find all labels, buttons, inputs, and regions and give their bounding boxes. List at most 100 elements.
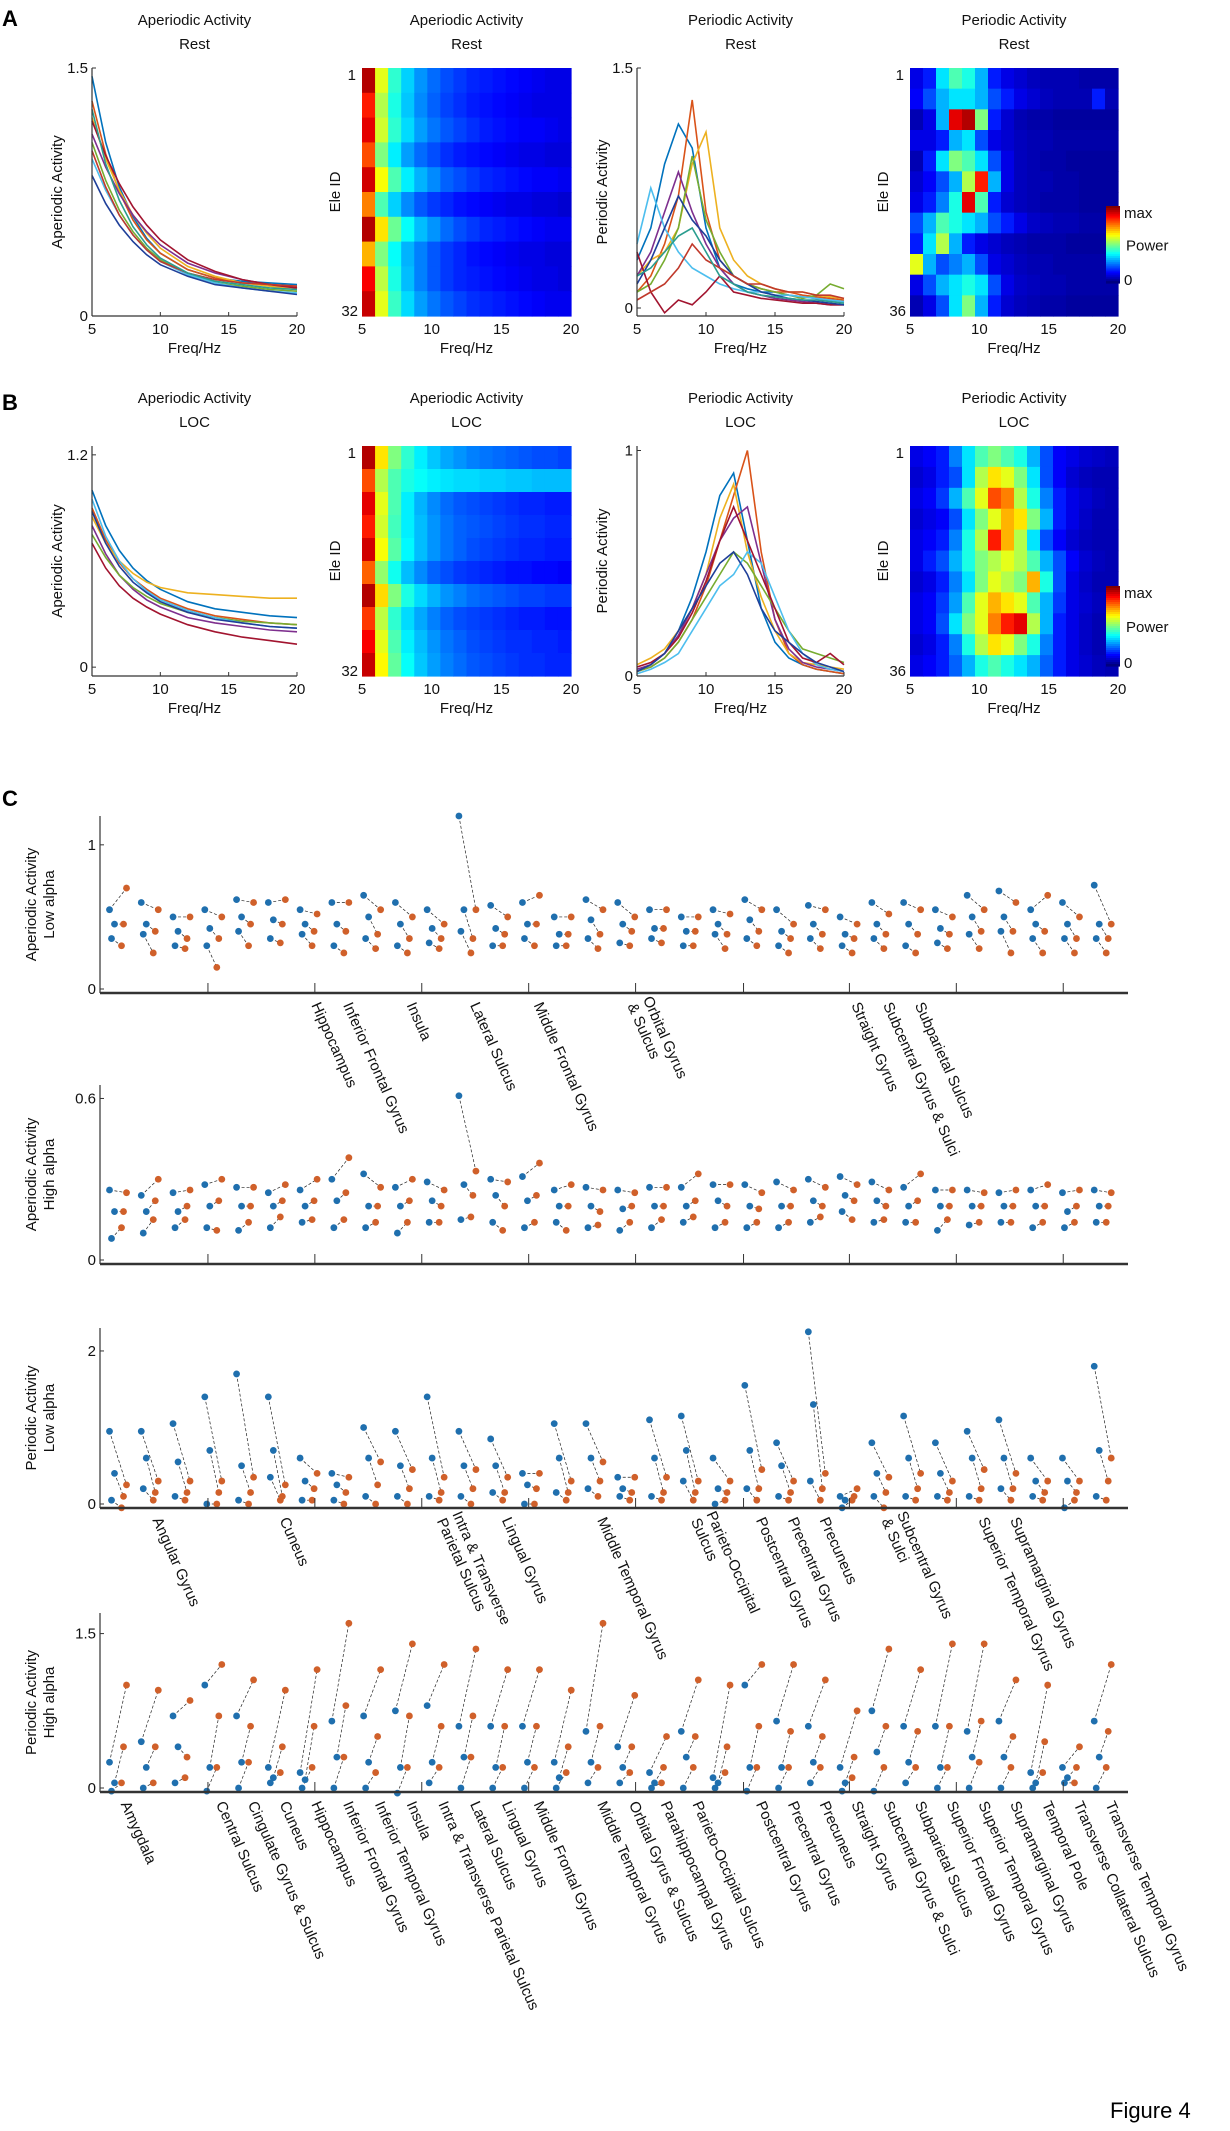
y-tick-label: 0: [80, 308, 88, 325]
heatmap-cell: [988, 171, 1002, 193]
pair-line: [172, 1423, 191, 1482]
orange-point: [247, 1489, 254, 1496]
x-axis-label: Freq/Hz: [168, 340, 221, 357]
orange-point: [816, 945, 824, 953]
colorbar-segment: [1106, 207, 1120, 211]
orange-point: [885, 1473, 893, 1481]
heatmap-cell: [557, 266, 572, 292]
orange-point: [1009, 1485, 1017, 1493]
orange-point: [215, 1489, 223, 1496]
heatmap-cell: [949, 655, 963, 677]
heatmap-cell: [492, 653, 507, 677]
pair-line: [490, 905, 508, 918]
heatmap-cell: [962, 550, 976, 573]
heatmap-cell: [1027, 130, 1041, 152]
orange-point: [596, 1477, 604, 1485]
heatmap-cell: [440, 117, 455, 143]
pair-line: [712, 1684, 731, 1778]
heatmap-cell: [362, 117, 376, 143]
pair-line: [204, 1664, 223, 1686]
blue-point: [301, 920, 309, 928]
orange-point: [276, 1496, 284, 1504]
heatmap-cell: [388, 630, 402, 654]
orange-point: [472, 1167, 480, 1175]
heatmap-cell: [479, 515, 494, 539]
heatmap-cell: [505, 241, 520, 267]
orange-point: [691, 927, 699, 935]
blue-point: [646, 906, 653, 914]
blue-point: [108, 935, 115, 942]
heatmap-cell: [518, 607, 533, 631]
colorbar-segment: [1106, 648, 1120, 651]
heatmap-cell: [1014, 68, 1028, 90]
orange-point: [536, 1666, 543, 1674]
blue-point: [233, 896, 240, 904]
blue-point: [489, 1489, 497, 1496]
pair-line: [426, 1664, 445, 1706]
orange-point: [531, 1764, 538, 1771]
colorbar-segment: [1106, 606, 1120, 609]
orange-point: [977, 1485, 985, 1493]
heatmap-cell: [453, 653, 468, 677]
blue-point: [582, 1727, 590, 1735]
heatmap-cell: [531, 241, 546, 267]
row-tick-label: 1: [896, 67, 904, 84]
heatmap-cell: [505, 630, 520, 654]
blue-point: [360, 891, 368, 899]
blue-point: [111, 1779, 118, 1787]
figure-label: Figure 4: [1110, 2098, 1191, 2123]
heatmap-cell: [505, 653, 520, 677]
orange-point: [183, 1753, 191, 1761]
colorbar-segment: [1106, 240, 1120, 244]
heatmap-cell: [1066, 550, 1080, 573]
blue-point: [709, 1181, 717, 1189]
heatmap-cell: [949, 171, 963, 193]
blue-point: [460, 1181, 468, 1189]
blue-point: [423, 1393, 431, 1401]
orange-point: [250, 1473, 257, 1481]
heatmap-cell: [479, 538, 494, 562]
heatmap-cell: [949, 571, 963, 593]
orange-point: [247, 1722, 254, 1730]
region-label-line: Lingual Gyrus: [498, 1515, 551, 1606]
y-axis-label: Aperiodic Activity: [49, 135, 66, 249]
heatmap-cell: [910, 508, 924, 531]
heatmap-cell: [557, 515, 572, 539]
heatmap-cell: [518, 68, 533, 94]
colorbar-segment: [1106, 213, 1120, 217]
y-tick-label: 0: [625, 300, 633, 317]
blue-point: [804, 1328, 812, 1336]
heatmap-cell: [910, 109, 924, 131]
pair-line: [749, 1450, 760, 1489]
heatmap-cell: [401, 607, 415, 631]
pair-line: [270, 1477, 281, 1501]
heatmap-cell: [427, 607, 441, 631]
heatmap-cell: [505, 469, 520, 493]
colorbar-segment: [1106, 658, 1120, 661]
orange-point: [1044, 891, 1052, 899]
orange-point: [912, 1218, 920, 1226]
blue-point: [809, 1401, 817, 1408]
heatmap-cell: [1040, 109, 1054, 131]
region-label-line: Middle Temporal Gyrus: [593, 1515, 671, 1663]
heatmap-cell: [453, 584, 468, 608]
blue-point: [266, 1779, 274, 1787]
orange-point: [215, 1197, 223, 1205]
pair-line: [971, 1457, 982, 1489]
heatmap-cell: [1079, 466, 1093, 489]
x-tick-label: 10: [423, 681, 440, 698]
blue-point: [328, 1469, 336, 1477]
orange-point: [345, 1154, 353, 1162]
blue-point: [836, 1173, 844, 1180]
heatmap-cell: [1040, 592, 1054, 614]
orange-point: [790, 920, 797, 928]
orange-point: [181, 945, 189, 953]
blue-point: [460, 906, 468, 914]
y-tick-label: 0: [88, 1496, 96, 1513]
blue-point: [900, 1412, 908, 1420]
blue-point: [714, 1485, 722, 1493]
blue-point: [423, 1178, 431, 1186]
orange-point: [504, 1178, 512, 1186]
orange-point: [1007, 1218, 1015, 1226]
blue-point: [362, 1224, 370, 1232]
